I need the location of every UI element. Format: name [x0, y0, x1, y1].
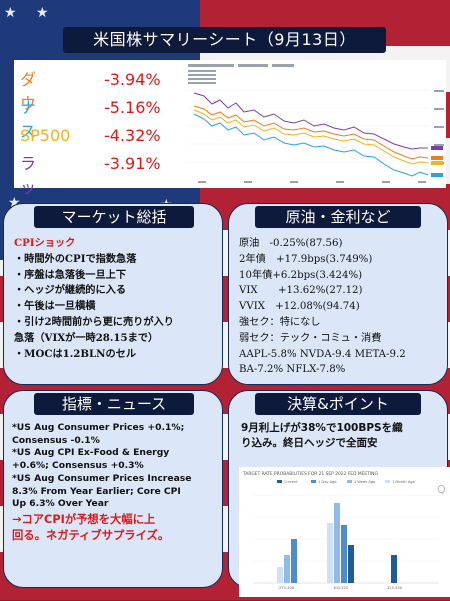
rates-line: 原油 -0.25%(87.56): [239, 238, 343, 249]
fed-bar: [348, 545, 354, 583]
page-title: 米国株サマリーシート（9月13日）: [63, 27, 386, 53]
fed-bar: [327, 523, 333, 583]
fed-legend-1day: 1 Day Ago: [318, 480, 337, 484]
chart-header-text: [272, 64, 294, 67]
fed-category-label: 300-325: [333, 586, 348, 590]
market-summary-line: 急落（VIXが一時28.15まで）: [14, 331, 159, 344]
rates-line: AAPL-5.8% NVDA-9.4 META-9.2: [239, 348, 406, 360]
market-summary-line: ・序盤は急落後一旦上下: [14, 268, 127, 281]
market-summary-body: CPIショック ・時間外のCPIで指数急落 ・序盤は急落後一旦上下 ・ヘッジが継…: [14, 236, 174, 362]
earnings-heading: 決算&ポイント: [255, 393, 421, 415]
rates-line: VIX +13.62%(27.12): [239, 285, 363, 297]
indicators-line: +0.6%; Consensus +0.3%: [12, 460, 144, 472]
intraday-chart-svg: [184, 60, 446, 188]
fed-bar: [291, 539, 297, 583]
market-summary-line: ・引け2時間前から更に売りが入り: [14, 315, 174, 328]
index-change: -3.94%: [104, 70, 161, 89]
indicators-highlight-line: 回る。ネガティブサプライズ。: [12, 528, 170, 542]
market-summary-line: ・時間外のCPIで指数急落: [14, 252, 137, 265]
chart-legend-text: [188, 70, 216, 72]
rates-line: BA-7.2% NFLX-7.8%: [239, 364, 346, 376]
chart-header-text: [238, 64, 268, 67]
rates-panel: 原油・金利など 原油 -0.25%(87.56) 2年債 +17.9bps(3.…: [228, 203, 448, 385]
index-change: -4.32%: [104, 126, 161, 145]
market-summary-line: ・午後は一旦横横: [14, 300, 96, 313]
market-summary-line: ・MOCは1.2BLNのセル: [14, 347, 137, 360]
earnings-body: 9月利上げが38%で100BPSを織 り込み。終日ヘッジで全面安: [241, 421, 450, 451]
indicators-line: 8.3% From Year Earlier; Core CPI: [12, 485, 181, 497]
star-icon: ★: [4, 5, 17, 21]
chart-header-text: [188, 64, 234, 67]
rates-line: 弱セク：テック・コミュ・消費: [239, 332, 382, 344]
rates-line: 2年債 +17.9bps(3.749%): [239, 253, 373, 265]
rates-line: 強セク：特になし: [239, 316, 321, 328]
intraday-index-chart: [184, 60, 446, 188]
indicators-body: *US Aug Consumer Prices +0.1%; Consensus…: [12, 422, 220, 544]
indicators-line: *US Aug Consumer Prices +0.1%;: [12, 422, 185, 433]
indicators-line: *US Aug CPI Ex-Food & Energy: [12, 447, 170, 459]
indicators-highlight-line: →コアCPIが予想を大幅に上: [12, 512, 156, 526]
chart-line-russell: [193, 92, 428, 150]
market-summary-line: ・ヘッジが継続的に入る: [14, 284, 127, 297]
indicators-line: Consensus -0.1%: [12, 434, 100, 446]
index-summary: ダウ -3.94% ナス -5.16% SP500 -4.32% ラッセル -3…: [14, 60, 184, 245]
index-change: -3.91%: [104, 154, 161, 173]
rates-body: 原油 -0.25%(87.56) 2年債 +17.9bps(3.749%) 10…: [239, 236, 406, 378]
fed-legend-1month: 1 Month Ago: [392, 480, 415, 484]
fed-bar: [341, 525, 347, 583]
indicators-panel: 指標・ニュース *US Aug Consumer Prices +0.1%; C…: [3, 390, 223, 588]
market-summary-subtitle: CPIショック: [14, 237, 76, 249]
fed-bar: [284, 555, 290, 583]
indicators-heading: 指標・ニュース: [34, 393, 194, 415]
indicators-highlight: →コアCPIが予想を大幅に上 回る。ネガティブサプライズ。: [12, 512, 220, 544]
svg-text:Q: Q: [437, 483, 446, 496]
indicators-line: *US Aug Consumer Prices Increase: [12, 472, 192, 484]
fed-bar: [277, 567, 283, 583]
rates-heading: 原油・金利など: [255, 206, 421, 228]
earnings-panel: 決算&ポイント 9月利上げが38%で100BPSを織 り込み。終日ヘッジで全面安…: [228, 390, 450, 597]
fed-bar: [391, 555, 397, 583]
chart-line-dow: [193, 105, 429, 160]
index-name: ダウ: [20, 70, 37, 113]
fed-category-label: 275-300: [279, 586, 295, 590]
earnings-line: 9月利上げが38%で100BPSを織: [241, 422, 403, 434]
index-name: SP500: [20, 126, 71, 145]
chart-legend-text: [188, 74, 216, 76]
chart-line-nasdaq: [193, 113, 429, 177]
fed-bar: [334, 503, 340, 583]
earnings-line: り込み。終日ヘッジで全面安: [241, 437, 378, 449]
fed-legend-1week: 1 Week Ago: [354, 480, 375, 484]
chart-line-sp500: [193, 109, 429, 165]
chart-legend-text: [188, 82, 216, 84]
index-change: -5.16%: [104, 98, 161, 117]
star-icon: ★: [36, 5, 49, 21]
fed-category-label: 325-350: [387, 586, 403, 590]
fed-probability-chart: TARGET RATE PROBABILITIES FOR 21 SEP 202…: [239, 467, 450, 597]
fed-chart-title: TARGET RATE PROBABILITIES FOR 21 SEP 202…: [242, 471, 378, 477]
market-summary-heading: マーケット総括: [34, 206, 194, 228]
index-name: ナス: [20, 98, 37, 141]
fed-chart-svg: TARGET RATE PROBABILITIES FOR 21 SEP 202…: [239, 467, 450, 597]
fed-legend-current: Current: [284, 480, 298, 484]
market-summary-panel: マーケット総括 CPIショック ・時間外のCPIで指数急落 ・序盤は急落後一旦上…: [3, 203, 223, 385]
rates-line: 10年債+6.2bps(3.424%): [239, 269, 363, 281]
indicators-line: Up 6.3% Over Year: [12, 498, 109, 510]
rates-line: VVIX +12.08%(94.74): [239, 301, 360, 313]
chart-legend-text: [188, 78, 216, 80]
